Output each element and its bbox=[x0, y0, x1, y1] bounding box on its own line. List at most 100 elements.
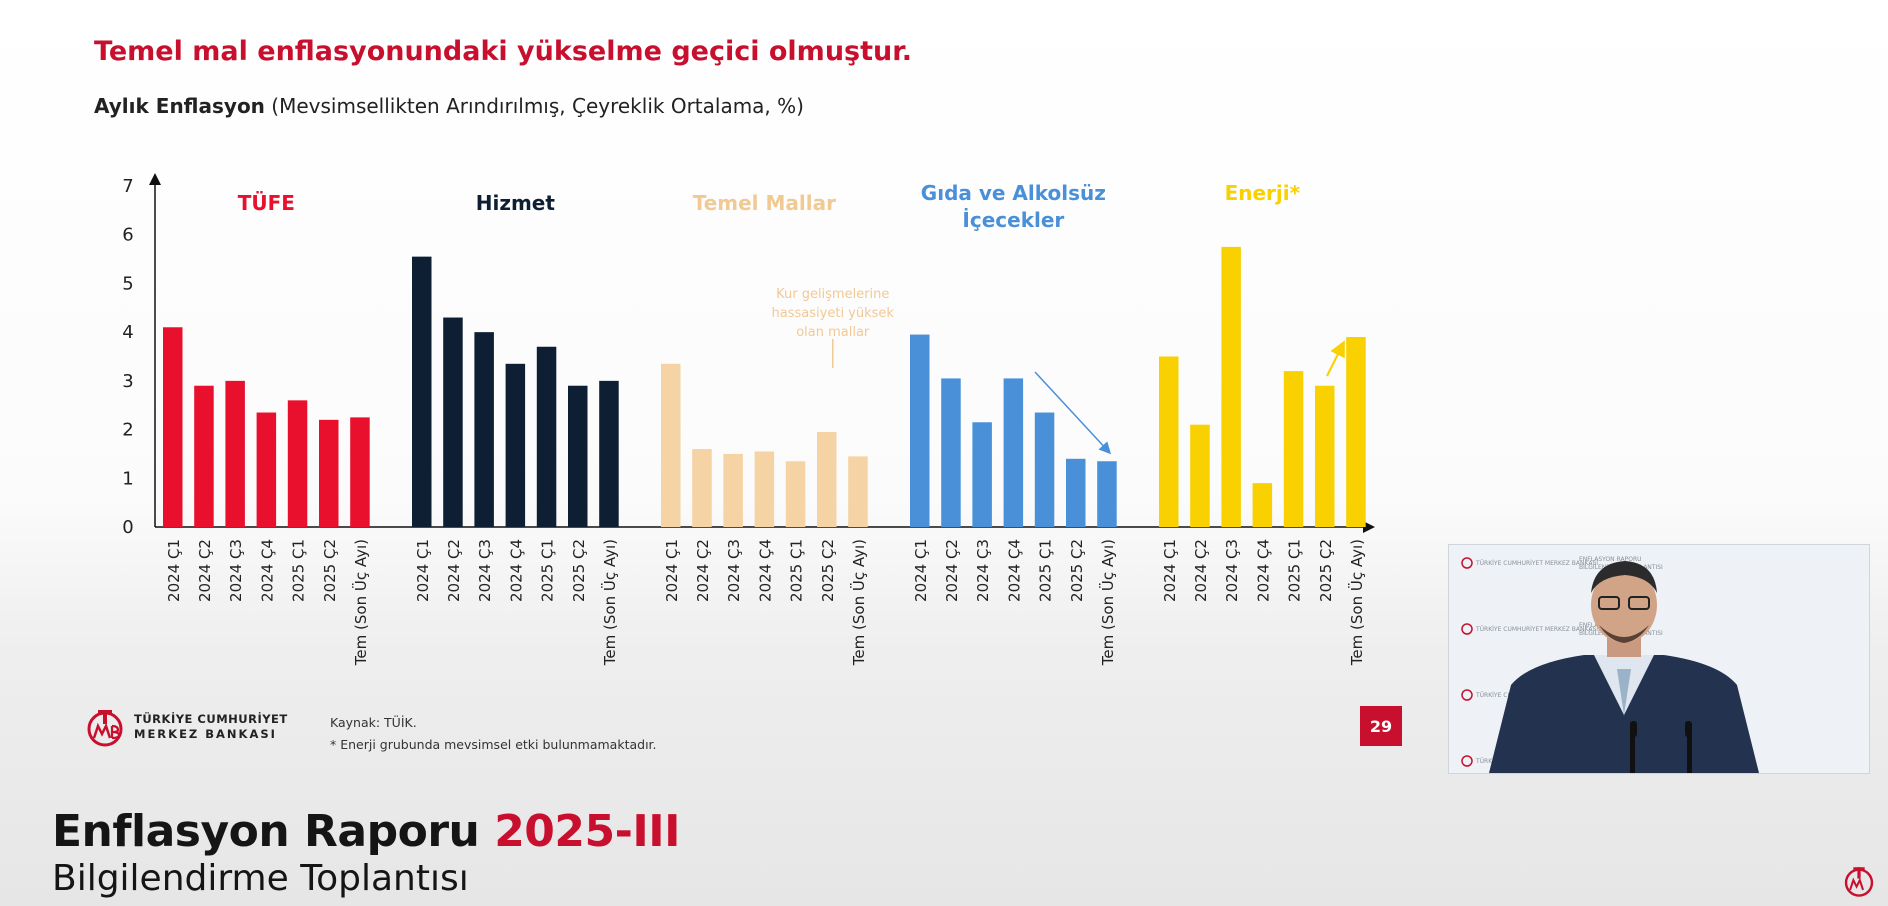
banner-title-main: Enflasyon Raporu bbox=[52, 806, 495, 857]
bar bbox=[412, 256, 432, 527]
x-tick-label: 2024 Ç1 bbox=[912, 539, 930, 602]
bar bbox=[225, 380, 245, 527]
y-tick-label: 4 bbox=[122, 322, 133, 343]
x-tick-label: Tem (Son Üç Ayı) bbox=[1098, 539, 1117, 666]
speaker-figure bbox=[1489, 561, 1759, 773]
y-tick-label: 1 bbox=[122, 468, 133, 489]
bar bbox=[692, 449, 712, 527]
y-tick-label: 5 bbox=[122, 273, 133, 294]
bar bbox=[1190, 424, 1210, 527]
bar bbox=[319, 419, 339, 527]
tcmb-emblem-icon bbox=[87, 710, 123, 747]
x-tick-label: 2024 Ç2 bbox=[1192, 539, 1210, 602]
backdrop-text: ENFLASYON RAPORU bbox=[1579, 556, 1642, 563]
annotation-text: olan mallar bbox=[796, 325, 870, 340]
x-tick-label: 2025 Ç2 bbox=[570, 539, 588, 602]
footnote-line: * Enerji grubunda mevsimsel etki bulunma… bbox=[330, 737, 657, 752]
x-tick-label: 2024 Ç1 bbox=[663, 539, 681, 602]
x-tick-label: 2024 Ç4 bbox=[1005, 539, 1023, 602]
banner-title-accent: 2025-III bbox=[494, 806, 681, 857]
subtitle-bold: Aylık Enflasyon bbox=[94, 94, 265, 118]
x-tick-label: Tem (Son Üç Ayı) bbox=[849, 539, 868, 666]
series-label: Gıda ve Alkolsüz bbox=[921, 181, 1106, 205]
inflation-bar-chart: 0 1 2 3 4 5 6 7 TÜFE 2024 Ç1 2024 Ç2 2024 Ç3 2024 Ç4… bbox=[122, 173, 1375, 666]
bar bbox=[194, 385, 214, 527]
series-label: Temel Mallar bbox=[693, 191, 836, 215]
x-tick-label: Tem (Son Üç Ayı) bbox=[1347, 539, 1366, 666]
x-tick-label: 2025 Ç1 bbox=[1037, 539, 1055, 602]
source-note: Kaynak: TÜİK. * Enerji grubunda mevsimse… bbox=[330, 712, 657, 756]
x-tick-label: 2024 Ç4 bbox=[507, 539, 525, 602]
central-bank-logo: TÜRKİYE CUMHURİYET MERKEZ BANKASI bbox=[84, 706, 288, 748]
x-tick-label: 2024 Ç4 bbox=[1254, 539, 1272, 602]
page-number-badge: 29 bbox=[1360, 706, 1402, 746]
x-tick-label: Tem (Son Üç Ayı) bbox=[351, 539, 370, 666]
x-tick-label: 2024 Ç3 bbox=[227, 539, 245, 602]
bar bbox=[972, 422, 992, 527]
y-tick-label: 2 bbox=[122, 420, 133, 441]
y-tick-label: 6 bbox=[122, 225, 133, 246]
bar bbox=[536, 346, 557, 527]
x-tick-label: 2025 Ç1 bbox=[290, 539, 308, 602]
x-tick-label: Tem (Son Üç Ayı) bbox=[600, 539, 619, 666]
annotation-text: hassasiyeti yüksek bbox=[772, 306, 895, 321]
x-tick-label: 2024 Ç2 bbox=[445, 539, 463, 602]
annotation-text: Kur gelişmelerine bbox=[776, 287, 889, 302]
y-tick-label: 3 bbox=[122, 371, 133, 392]
x-tick-label: 2024 Ç4 bbox=[258, 539, 276, 602]
tcmb-watermark-icon bbox=[1844, 867, 1874, 897]
bar bbox=[1034, 412, 1055, 527]
bar bbox=[1346, 337, 1366, 527]
x-tick-label: 2024 Ç3 bbox=[1223, 539, 1241, 602]
banner-subtitle: Bilgilendirme Toplantısı bbox=[52, 858, 469, 899]
bar bbox=[287, 400, 308, 527]
bar bbox=[754, 451, 775, 527]
bar bbox=[350, 417, 370, 527]
series-label: Hizmet bbox=[476, 191, 556, 215]
bar bbox=[1003, 378, 1024, 527]
bar bbox=[256, 412, 277, 527]
bar bbox=[941, 378, 961, 527]
source-line: Kaynak: TÜİK. bbox=[330, 715, 417, 730]
logo-line-1: TÜRKİYE CUMHURİYET bbox=[134, 712, 288, 726]
x-tick-label: 2024 Ç1 bbox=[414, 539, 432, 602]
video-backdrop: TÜRKİYE CUMHURİYET MERKEZ BANKASIENFLASY… bbox=[1461, 556, 1759, 773]
series-label: İçecekler bbox=[962, 208, 1064, 232]
series-label: Enerji* bbox=[1225, 181, 1301, 205]
bar bbox=[505, 363, 526, 527]
x-tick-label: 2024 Ç3 bbox=[974, 539, 992, 602]
x-tick-label: 2024 Ç3 bbox=[476, 539, 494, 602]
x-tick-label: 2025 Ç2 bbox=[321, 539, 339, 602]
bar bbox=[1159, 356, 1179, 527]
x-tick-label: 2025 Ç1 bbox=[1286, 539, 1304, 602]
bar bbox=[443, 317, 463, 527]
bar bbox=[1221, 246, 1241, 527]
x-tick-label: 2024 Ç2 bbox=[943, 539, 961, 602]
x-tick-label: 2024 Ç2 bbox=[694, 539, 712, 602]
bar bbox=[910, 334, 930, 527]
trend-arrow-food bbox=[1034, 371, 1112, 455]
bar bbox=[848, 456, 868, 527]
x-tick-label: 2024 Ç2 bbox=[196, 539, 214, 602]
x-tick-label: 2024 Ç4 bbox=[756, 539, 774, 602]
trend-arrow-energy bbox=[1326, 340, 1345, 377]
x-tick-label: 2025 Ç2 bbox=[1317, 539, 1335, 602]
banner-title: Enflasyon Raporu 2025-III bbox=[52, 806, 681, 857]
bar bbox=[1252, 483, 1273, 527]
bar bbox=[1097, 461, 1117, 527]
bar bbox=[785, 461, 806, 527]
bar bbox=[817, 432, 837, 527]
x-tick-label: 2024 Ç1 bbox=[165, 539, 183, 602]
bar bbox=[1066, 458, 1086, 527]
speaker-video-feed: TÜRKİYE CUMHURİYET MERKEZ BANKASI ENFLASY… bbox=[1448, 544, 1870, 774]
x-tick-label: 2025 Ç1 bbox=[539, 539, 557, 602]
y-tick-label: 0 bbox=[122, 517, 133, 538]
x-tick-label: 2025 Ç2 bbox=[819, 539, 837, 602]
x-tick-label: 2025 Ç1 bbox=[788, 539, 806, 602]
y-tick-label: 7 bbox=[122, 176, 133, 197]
bar bbox=[599, 380, 619, 527]
chart-subtitle: Aylık Enflasyon (Mevsimsellikten Arındır… bbox=[94, 94, 804, 118]
bar bbox=[661, 363, 681, 527]
bar bbox=[723, 453, 743, 527]
x-tick-label: 2024 Ç3 bbox=[725, 539, 743, 602]
